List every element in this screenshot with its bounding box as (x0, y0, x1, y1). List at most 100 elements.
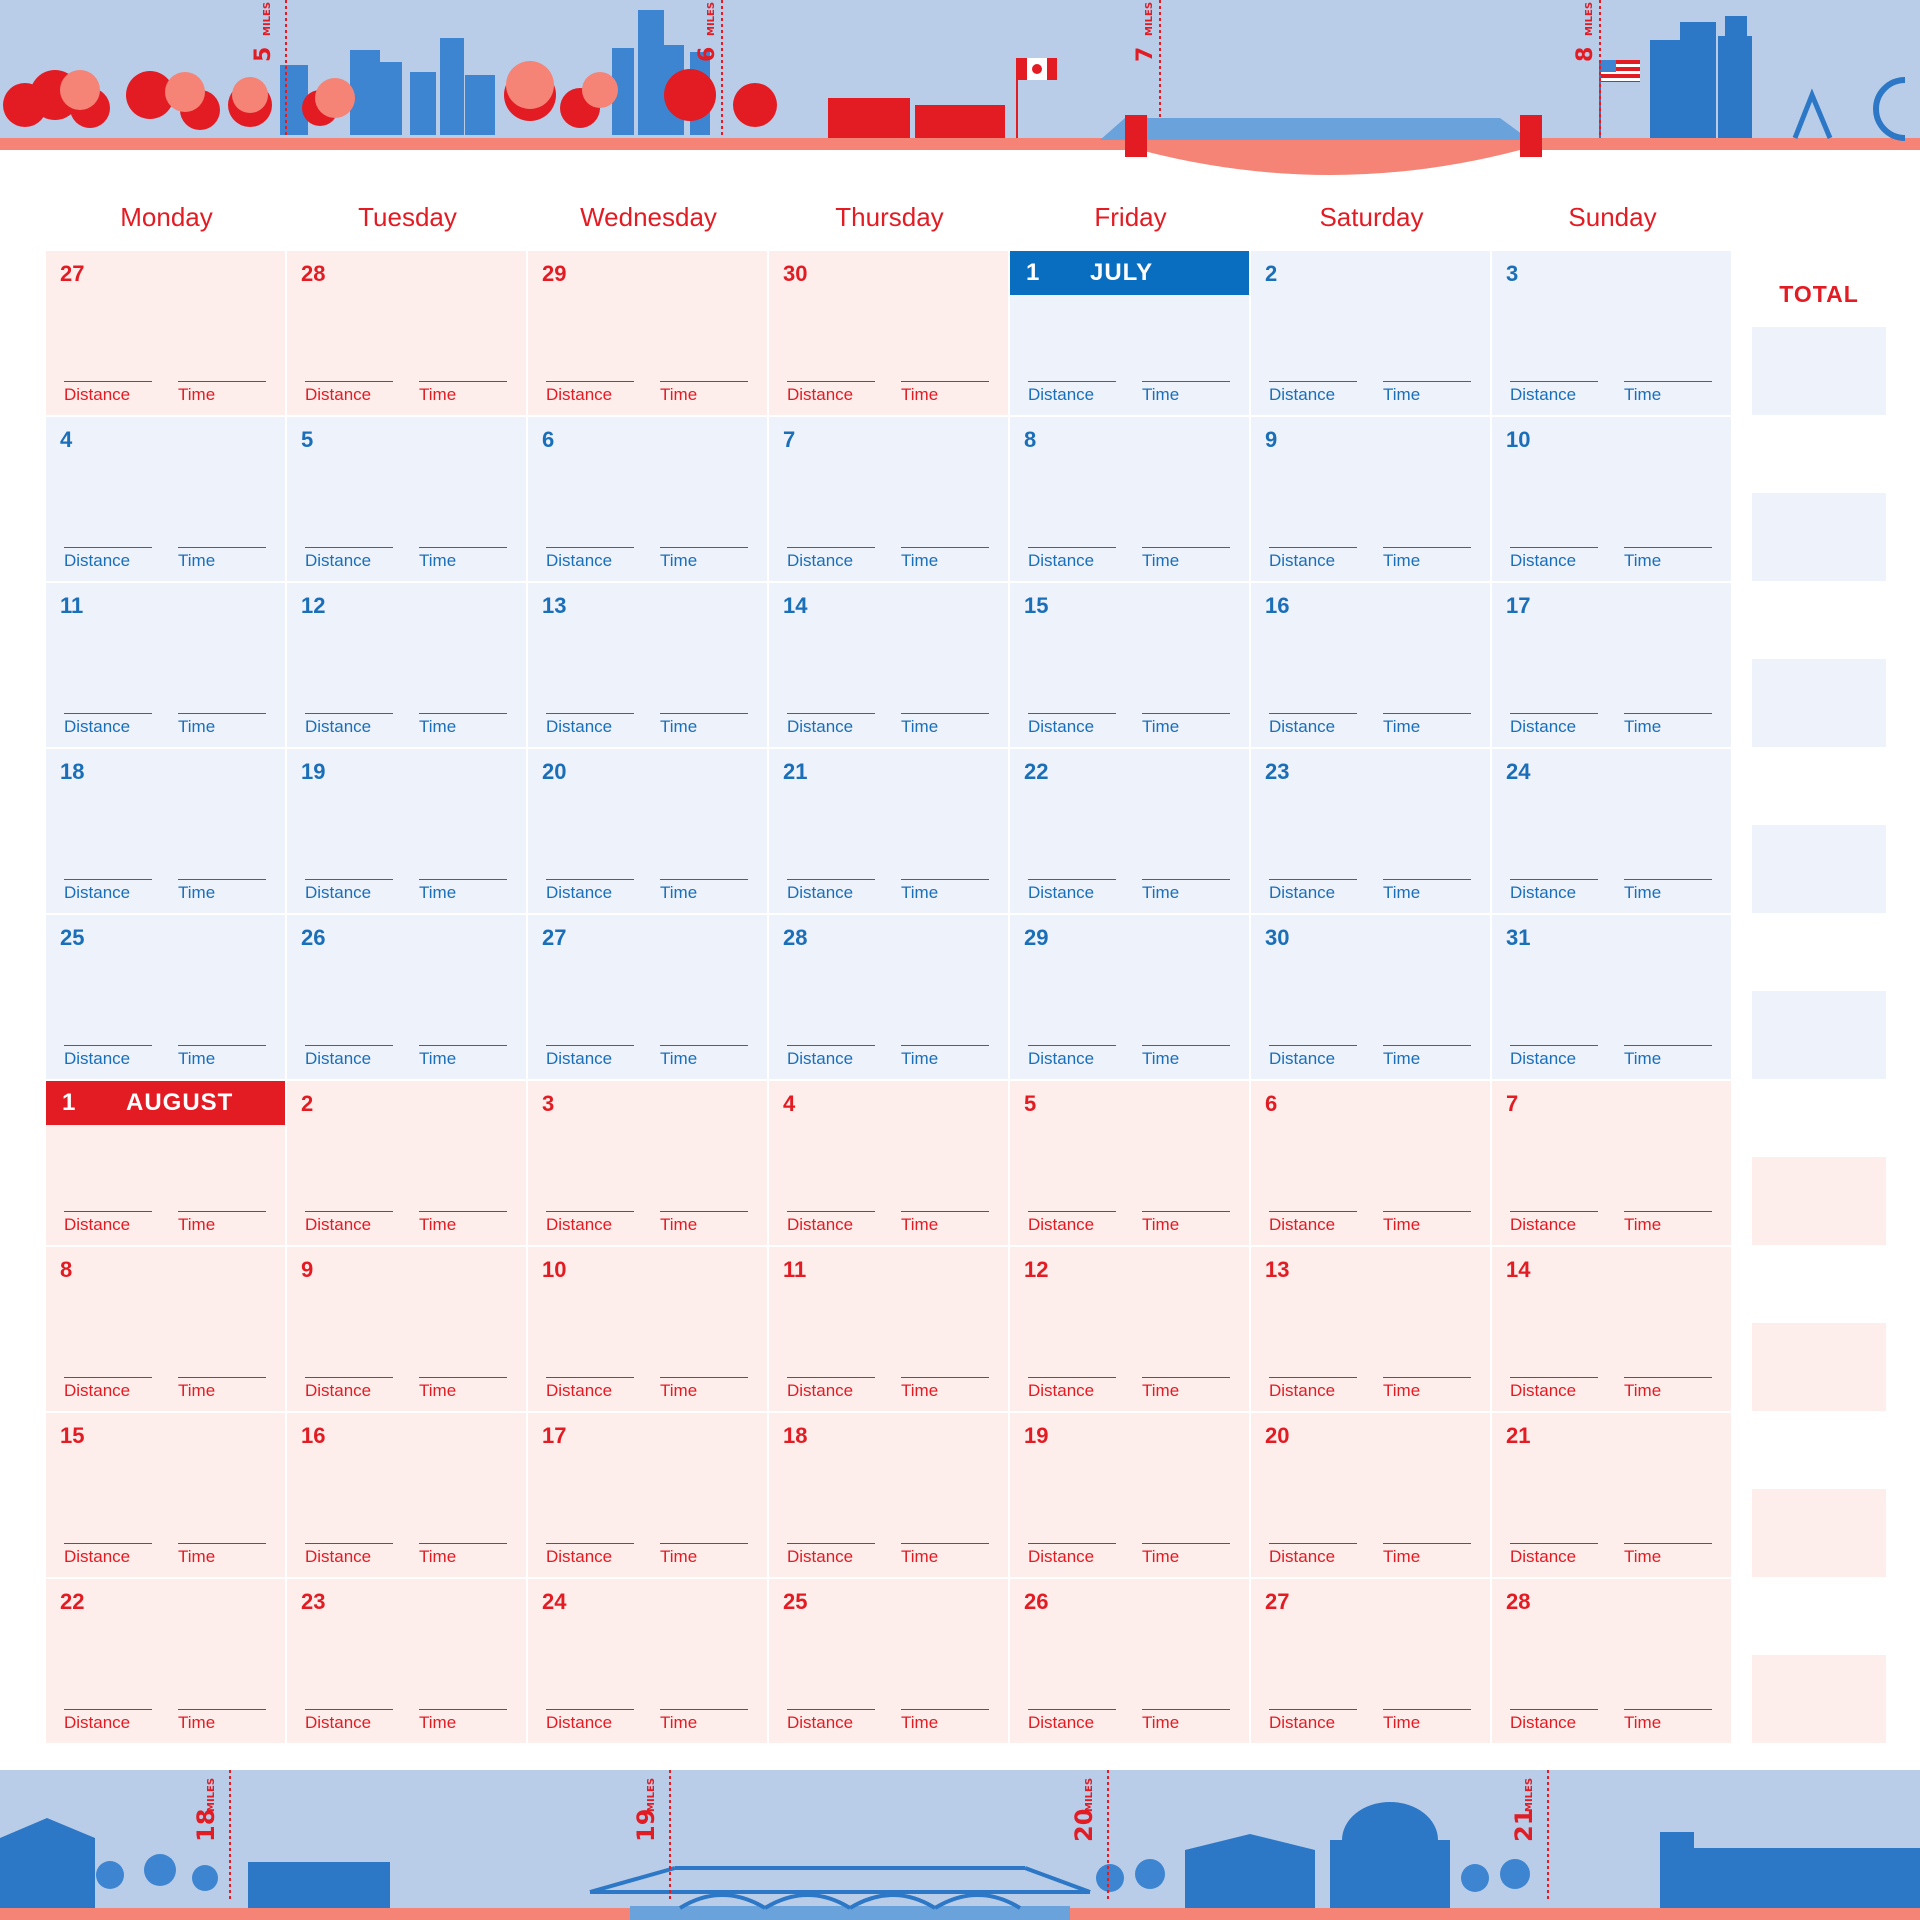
distance-field[interactable]: Distance (1269, 1543, 1357, 1567)
distance-field[interactable]: Distance (787, 547, 875, 571)
time-field[interactable]: Time (1142, 1045, 1230, 1069)
distance-field[interactable]: Distance (64, 1709, 152, 1733)
distance-field[interactable]: Distance (787, 381, 875, 405)
time-field[interactable]: Time (901, 1543, 989, 1567)
time-field[interactable]: Time (419, 1377, 507, 1401)
distance-field[interactable]: Distance (787, 1211, 875, 1235)
time-field[interactable]: Time (178, 879, 266, 903)
distance-field[interactable]: Distance (1028, 1045, 1116, 1069)
time-field[interactable]: Time (901, 547, 989, 571)
calendar-day-cell[interactable]: 18 Distance Time (769, 1413, 1008, 1577)
time-field[interactable]: Time (178, 547, 266, 571)
distance-field[interactable]: Distance (305, 879, 393, 903)
distance-field[interactable]: Distance (305, 1045, 393, 1069)
time-field[interactable]: Time (1383, 1709, 1471, 1733)
calendar-day-cell[interactable]: 4 Distance Time (46, 417, 285, 581)
calendar-day-cell[interactable]: 19 Distance Time (1010, 1413, 1249, 1577)
calendar-day-cell[interactable]: 10 Distance Time (1492, 417, 1731, 581)
calendar-day-cell[interactable]: 27 Distance Time (1251, 1579, 1490, 1743)
time-field[interactable]: Time (1624, 713, 1712, 737)
distance-field[interactable]: Distance (1028, 547, 1116, 571)
time-field[interactable]: Time (660, 381, 748, 405)
week-total-box[interactable] (1752, 1323, 1886, 1411)
calendar-day-cell[interactable]: 28 Distance Time (769, 915, 1008, 1079)
time-field[interactable]: Time (1142, 879, 1230, 903)
time-field[interactable]: Time (1624, 1377, 1712, 1401)
calendar-day-cell[interactable]: 27 Distance Time (528, 915, 767, 1079)
week-total-box[interactable] (1752, 1157, 1886, 1245)
distance-field[interactable]: Distance (1028, 1709, 1116, 1733)
distance-field[interactable]: Distance (305, 381, 393, 405)
time-field[interactable]: Time (1142, 1709, 1230, 1733)
calendar-day-cell[interactable]: 25 Distance Time (769, 1579, 1008, 1743)
calendar-day-cell[interactable]: 14 Distance Time (1492, 1247, 1731, 1411)
calendar-day-cell[interactable]: 5 Distance Time (1010, 1081, 1249, 1245)
distance-field[interactable]: Distance (546, 381, 634, 405)
distance-field[interactable]: Distance (305, 713, 393, 737)
distance-field[interactable]: Distance (64, 381, 152, 405)
time-field[interactable]: Time (419, 381, 507, 405)
distance-field[interactable]: Distance (64, 1045, 152, 1069)
distance-field[interactable]: Distance (546, 1709, 634, 1733)
calendar-day-cell[interactable]: 15 Distance Time (46, 1413, 285, 1577)
time-field[interactable]: Time (1142, 547, 1230, 571)
time-field[interactable]: Time (1624, 1211, 1712, 1235)
calendar-day-cell[interactable]: 28 Distance Time (287, 251, 526, 415)
calendar-day-cell[interactable]: 19 Distance Time (287, 749, 526, 913)
time-field[interactable]: Time (1383, 1211, 1471, 1235)
week-total-box[interactable] (1752, 1655, 1886, 1743)
distance-field[interactable]: Distance (546, 1211, 634, 1235)
calendar-day-cell[interactable]: 2 Distance Time (287, 1081, 526, 1245)
calendar-day-cell[interactable]: 17 Distance Time (528, 1413, 767, 1577)
calendar-day-cell[interactable]: 13 Distance Time (528, 583, 767, 747)
calendar-day-cell[interactable]: 30 Distance Time (769, 251, 1008, 415)
calendar-day-cell[interactable]: 9 Distance Time (287, 1247, 526, 1411)
distance-field[interactable]: Distance (64, 1543, 152, 1567)
distance-field[interactable]: Distance (64, 713, 152, 737)
distance-field[interactable]: Distance (305, 1211, 393, 1235)
calendar-day-cell[interactable]: 6 Distance Time (528, 417, 767, 581)
calendar-day-cell[interactable]: 31 Distance Time (1492, 915, 1731, 1079)
calendar-day-cell[interactable]: 20 Distance Time (1251, 1413, 1490, 1577)
week-total-box[interactable] (1752, 493, 1886, 581)
time-field[interactable]: Time (178, 1543, 266, 1567)
time-field[interactable]: Time (178, 1377, 266, 1401)
distance-field[interactable]: Distance (546, 1543, 634, 1567)
distance-field[interactable]: Distance (546, 1045, 634, 1069)
calendar-day-cell[interactable]: 29 Distance Time (1010, 915, 1249, 1079)
time-field[interactable]: Time (178, 1211, 266, 1235)
time-field[interactable]: Time (178, 1709, 266, 1733)
time-field[interactable]: Time (178, 381, 266, 405)
calendar-day-cell[interactable]: 23 Distance Time (287, 1579, 526, 1743)
calendar-day-cell[interactable]: 20 Distance Time (528, 749, 767, 913)
time-field[interactable]: Time (178, 1045, 266, 1069)
distance-field[interactable]: Distance (787, 1045, 875, 1069)
week-total-box[interactable] (1752, 991, 1886, 1079)
distance-field[interactable]: Distance (1028, 1211, 1116, 1235)
calendar-day-cell[interactable]: 29 Distance Time (528, 251, 767, 415)
time-field[interactable]: Time (1624, 1543, 1712, 1567)
distance-field[interactable]: Distance (787, 879, 875, 903)
time-field[interactable]: Time (1624, 1045, 1712, 1069)
distance-field[interactable]: Distance (1028, 381, 1116, 405)
distance-field[interactable]: Distance (1510, 1543, 1598, 1567)
calendar-day-cell[interactable]: 21 Distance Time (1492, 1413, 1731, 1577)
time-field[interactable]: Time (901, 879, 989, 903)
calendar-day-cell[interactable]: 1 AUGUST Distance Time (46, 1081, 285, 1245)
time-field[interactable]: Time (660, 1045, 748, 1069)
distance-field[interactable]: Distance (1510, 1045, 1598, 1069)
calendar-day-cell[interactable]: 18 Distance Time (46, 749, 285, 913)
distance-field[interactable]: Distance (787, 1377, 875, 1401)
time-field[interactable]: Time (901, 381, 989, 405)
distance-field[interactable]: Distance (1510, 381, 1598, 405)
distance-field[interactable]: Distance (1269, 879, 1357, 903)
time-field[interactable]: Time (419, 1211, 507, 1235)
distance-field[interactable]: Distance (1510, 1377, 1598, 1401)
time-field[interactable]: Time (660, 879, 748, 903)
calendar-day-cell[interactable]: 27 Distance Time (46, 251, 285, 415)
calendar-day-cell[interactable]: 3 Distance Time (528, 1081, 767, 1245)
time-field[interactable]: Time (1383, 547, 1471, 571)
time-field[interactable]: Time (660, 1211, 748, 1235)
distance-field[interactable]: Distance (1510, 879, 1598, 903)
time-field[interactable]: Time (1624, 1709, 1712, 1733)
